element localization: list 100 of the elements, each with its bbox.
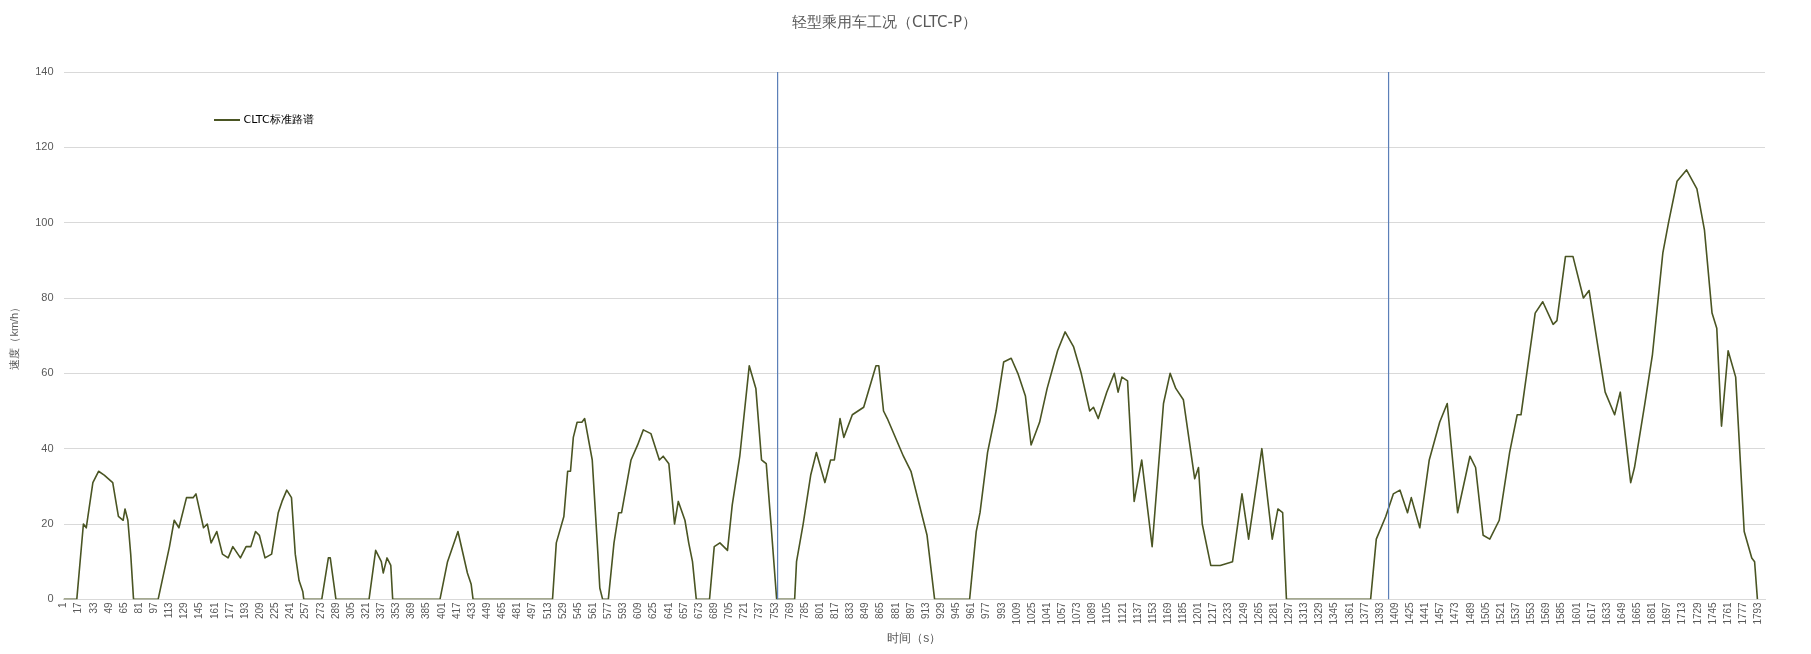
x-tick-label: 1793: [1752, 601, 1764, 625]
x-tick-label: 1633: [1600, 601, 1612, 625]
x-tick-label: 657: [677, 601, 689, 620]
x-tick-label: 97: [148, 601, 160, 614]
x-tick-label: 1745: [1706, 601, 1718, 625]
x-tick-label: 529: [556, 601, 568, 620]
x-tick-label: 721: [738, 601, 750, 620]
y-tick-label: 120: [35, 140, 54, 153]
x-tick-label: 1089: [1086, 601, 1098, 625]
x-tick-label: 1169: [1161, 601, 1173, 624]
x-tick-label: 113: [163, 601, 175, 619]
x-tick-label: 1457: [1434, 601, 1446, 625]
x-tick-label: 513: [541, 601, 553, 620]
x-tick-label: 1009: [1010, 601, 1022, 625]
y-axis-title: 速度（km/h）: [7, 301, 20, 370]
x-tick-label: 1121: [1116, 601, 1128, 624]
x-tick-label: 1233: [1222, 601, 1234, 625]
x-tick-label: 1569: [1540, 601, 1552, 625]
x-tick-label: 1217: [1207, 601, 1219, 625]
y-tick-label: 60: [41, 366, 54, 379]
x-tick-label: 305: [344, 601, 356, 620]
y-tick-label: 140: [35, 65, 54, 78]
x-tick-label: 417: [450, 601, 462, 620]
x-tick-label: 1537: [1510, 601, 1522, 625]
x-tick-label: 145: [193, 601, 205, 620]
x-tick-label: 593: [617, 601, 629, 620]
x-tick-label: 401: [435, 601, 447, 620]
x-tick-label: 161: [208, 601, 220, 620]
x-tick-label: 1313: [1298, 601, 1310, 625]
x-tick-label: 337: [375, 601, 387, 620]
x-tick-label: 1137: [1131, 601, 1143, 624]
x-tick-label: 1777: [1737, 601, 1748, 625]
x-tick-label: 1505: [1479, 601, 1491, 625]
x-tick-label: 1393: [1373, 601, 1385, 625]
x-tick-label: 81: [132, 601, 144, 614]
x-tick-label: 241: [284, 601, 296, 620]
x-tick-label: 1553: [1525, 601, 1537, 625]
x-tick-label: 817: [829, 601, 841, 620]
x-tick-label: 1297: [1283, 601, 1295, 625]
y-tick-label: 0: [47, 592, 54, 605]
x-tick-label: 1249: [1237, 601, 1249, 625]
x-tick-label: 785: [798, 601, 810, 620]
y-tick-label: 80: [41, 291, 54, 304]
x-tick-label: 1697: [1661, 601, 1673, 625]
x-tick-label: 177: [223, 601, 235, 620]
x-tick-label: 769: [783, 601, 795, 620]
x-tick-label: 913: [919, 601, 931, 620]
x-tick-label: 1665: [1631, 601, 1643, 625]
x-tick-label: 561: [586, 601, 598, 620]
x-tick-label: 1489: [1464, 601, 1476, 625]
x-tick-label: 849: [859, 601, 871, 620]
y-tick-label: 20: [41, 517, 54, 530]
x-tick-label: 1041: [1040, 601, 1052, 625]
x-tick-label: 961: [965, 601, 977, 620]
x-tick-label: 1185: [1177, 601, 1189, 624]
x-tick-label: 1153: [1146, 601, 1158, 624]
x-tick-label: 49: [102, 601, 114, 614]
x-tick-label: 1761: [1721, 601, 1733, 625]
x-tick-label: 753: [768, 601, 780, 620]
x-tick-label: 1473: [1449, 601, 1461, 625]
x-tick-label: 977: [980, 601, 992, 620]
x-tick-label: 465: [496, 601, 508, 620]
x-tick-label: 1585: [1555, 601, 1567, 625]
x-tick-label: 1425: [1404, 601, 1416, 625]
x-tick-label: 1073: [1071, 601, 1083, 625]
x-tick-label: 833: [844, 601, 856, 620]
x-tick-label: 385: [420, 601, 432, 620]
x-tick-label: 65: [117, 601, 129, 614]
x-tick-label: 1345: [1328, 601, 1340, 625]
x-tick-label: 881: [889, 601, 901, 620]
x-tick-label: 225: [269, 601, 281, 620]
x-tick-label: 929: [934, 601, 946, 620]
x-tick-label: 577: [602, 601, 614, 620]
x-tick-label: 273: [314, 601, 326, 620]
x-tick-label: 1601: [1570, 601, 1582, 625]
x-tick-label: 609: [632, 601, 644, 620]
x-tick-label: 289: [329, 601, 341, 620]
chart-title: 轻型乘用车工况（CLTC-P）: [792, 12, 977, 31]
x-tick-label: 1265: [1252, 601, 1264, 625]
x-tick-label: 993: [995, 601, 1007, 620]
x-tick-label: 1377: [1358, 601, 1370, 625]
x-tick-label: 945: [950, 601, 962, 620]
x-tick-label: 1281: [1267, 601, 1279, 625]
x-tick-label: 689: [708, 601, 719, 620]
x-tick-label: 449: [481, 601, 493, 620]
x-tick-label: 897: [904, 601, 916, 620]
x-tick-label: 17: [72, 601, 84, 614]
x-tick-label: 865: [874, 601, 886, 620]
x-tick-label: 1: [57, 601, 69, 608]
x-tick-label: 353: [390, 601, 402, 620]
x-tick-label: 1617: [1585, 601, 1597, 625]
x-tick-label: 209: [254, 601, 266, 620]
x-tick-label: 1681: [1646, 601, 1658, 625]
x-tick-label: 1409: [1388, 601, 1400, 625]
x-tick-label: 1025: [1025, 601, 1037, 625]
x-tick-label: 1329: [1313, 601, 1325, 625]
x-tick-label: 193: [238, 601, 250, 620]
x-tick-label: 321: [359, 601, 371, 620]
x-tick-label: 1649: [1615, 601, 1627, 625]
x-tick-label: 33: [87, 601, 99, 614]
